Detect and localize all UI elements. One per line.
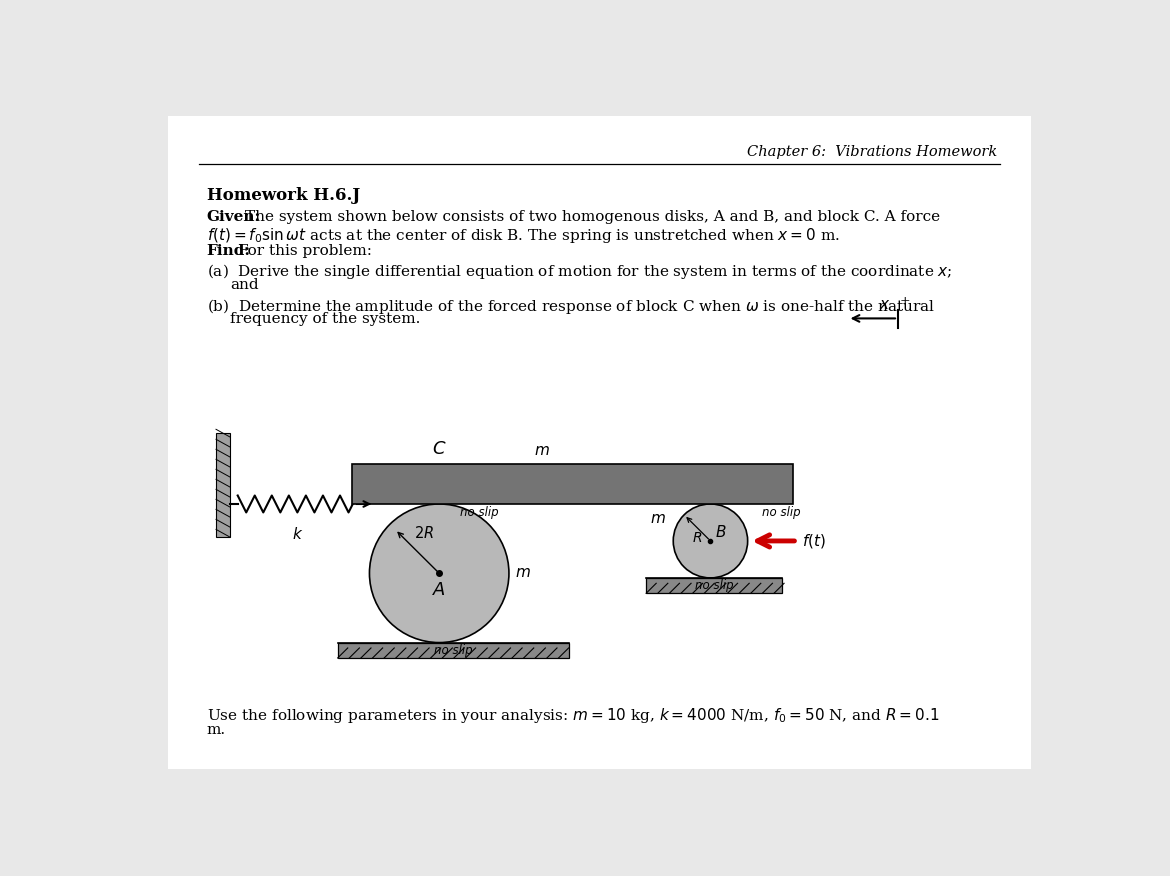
Text: Given:: Given: [207,210,261,224]
Bar [216,433,230,537]
Text: $2R$: $2R$ [414,525,434,541]
Text: Use the following parameters in your analysis: $m = 10$ kg, $k = 4000$ N/m, $f_0: Use the following parameters in your ana… [207,706,940,725]
Text: $C$: $C$ [432,440,447,458]
Text: (a)  Derive the single differential equation of motion for the system in terms o: (a) Derive the single differential equat… [207,262,952,281]
Text: $f(t)$: $f(t)$ [801,532,826,550]
Text: $A$: $A$ [432,581,446,599]
Circle shape [370,504,509,643]
Bar [338,643,569,658]
Text: For this problem:: For this problem: [238,244,372,258]
Text: (b)  Determine the amplitude of the forced response of block C when $\omega$ is : (b) Determine the amplitude of the force… [207,297,935,316]
Bar [646,578,782,593]
Text: and: and [230,278,259,292]
Text: +: + [900,294,910,307]
Text: $x$: $x$ [879,298,890,312]
Text: $m$: $m$ [534,444,550,458]
Text: The system shown below consists of two homogenous disks, A and B, and block C. A: The system shown below consists of two h… [246,210,941,224]
Text: no slip: no slip [434,644,473,657]
Text: no slip: no slip [695,579,734,592]
Text: Find:: Find: [207,244,250,258]
Text: frequency of the system.: frequency of the system. [230,312,420,326]
Text: $m$: $m$ [649,512,666,526]
Text: no slip: no slip [762,505,800,519]
Text: $f(t) = f_0\sin\omega t$ acts at the center of disk B. The spring is unstretched: $f(t) = f_0\sin\omega t$ acts at the cen… [207,226,840,245]
Circle shape [673,504,748,578]
Text: m.: m. [207,724,226,738]
Text: Homework H.6.J: Homework H.6.J [207,187,360,204]
Text: $R$: $R$ [693,531,703,545]
Bar [352,464,793,504]
Text: Chapter 6:  Vibrations Homework: Chapter 6: Vibrations Homework [746,145,997,159]
Text: $k$: $k$ [291,526,303,541]
Text: $B$: $B$ [715,524,727,540]
Text: no slip: no slip [460,505,498,519]
Text: $m$: $m$ [515,566,531,580]
